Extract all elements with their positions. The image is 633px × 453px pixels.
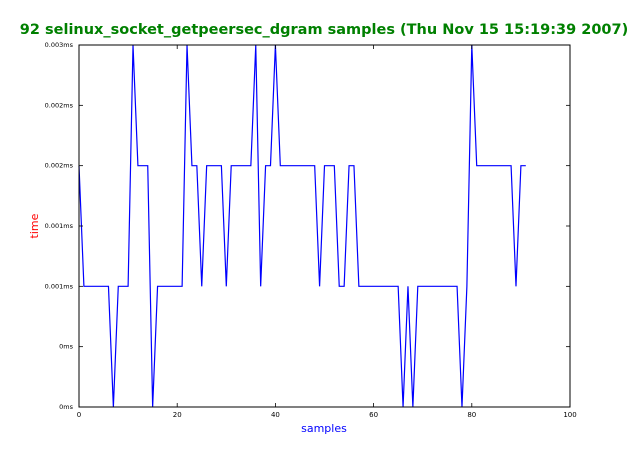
- chart-title: 92 selinux_socket_getpeersec_dgram sampl…: [20, 22, 628, 38]
- y-tick-label: 0.001ms: [45, 282, 74, 290]
- y-tick-label: 0.001ms: [45, 222, 74, 230]
- y-tick-label: 0.002ms: [45, 162, 74, 170]
- y-tick-label: 0.002ms: [45, 101, 74, 109]
- x-tick-label: 60: [369, 411, 378, 419]
- y-tick-label: 0ms: [59, 403, 73, 411]
- x-tick-label: 80: [467, 411, 476, 419]
- data-line: [78, 44, 526, 408]
- x-tick-label: 100: [563, 411, 576, 419]
- y-axis-label: time: [28, 213, 41, 238]
- y-tick-label: 0.003ms: [45, 41, 74, 49]
- x-axis-label: samples: [301, 422, 347, 435]
- y-tick-label: 0ms: [59, 343, 73, 351]
- x-tick-label: 20: [173, 411, 182, 419]
- x-tick-label: 40: [271, 411, 280, 419]
- x-tick-label: 0: [77, 411, 81, 419]
